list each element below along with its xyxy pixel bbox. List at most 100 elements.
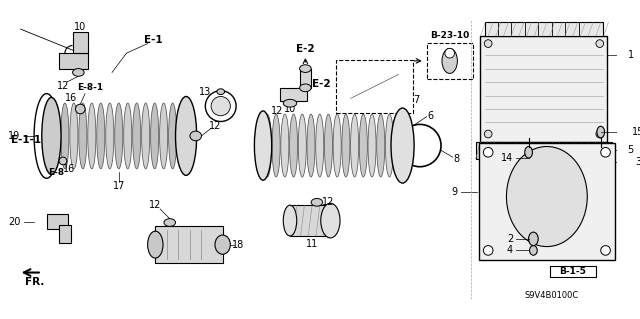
Ellipse shape [72, 69, 84, 76]
Ellipse shape [281, 114, 289, 177]
Ellipse shape [324, 114, 332, 177]
Ellipse shape [106, 103, 114, 169]
Ellipse shape [483, 246, 493, 255]
Ellipse shape [377, 114, 385, 177]
Bar [59, 226, 70, 243]
Ellipse shape [300, 65, 311, 72]
Text: B-23-10: B-23-10 [430, 31, 469, 41]
Ellipse shape [484, 40, 492, 48]
Text: 11: 11 [306, 239, 318, 249]
Text: 13: 13 [199, 87, 211, 97]
Ellipse shape [368, 114, 376, 177]
Ellipse shape [205, 91, 236, 122]
Ellipse shape [601, 246, 611, 255]
Bar [72, 32, 88, 53]
Ellipse shape [597, 126, 605, 138]
Text: E-1-1: E-1-1 [11, 135, 41, 145]
Bar [300, 69, 311, 88]
Text: 9: 9 [451, 187, 458, 197]
Text: E-8-1: E-8-1 [77, 83, 103, 92]
Ellipse shape [215, 235, 230, 254]
Ellipse shape [351, 114, 358, 177]
Bar [476, 142, 612, 159]
Text: 17: 17 [113, 181, 125, 191]
Ellipse shape [529, 232, 538, 246]
Text: 2: 2 [507, 234, 513, 244]
Bar [290, 205, 330, 236]
Bar [481, 36, 607, 142]
Ellipse shape [217, 89, 225, 94]
Text: 12: 12 [57, 81, 69, 91]
Bar [479, 143, 615, 260]
Text: 18: 18 [232, 240, 244, 250]
Text: E-8: E-8 [48, 168, 64, 177]
Text: 7: 7 [413, 95, 419, 105]
Ellipse shape [300, 84, 311, 92]
Ellipse shape [506, 146, 588, 247]
Ellipse shape [190, 131, 202, 141]
Ellipse shape [61, 103, 69, 169]
Text: 15: 15 [632, 127, 640, 137]
Ellipse shape [316, 114, 324, 177]
Text: B-1-5: B-1-5 [559, 267, 586, 276]
Ellipse shape [385, 114, 394, 177]
Text: 12: 12 [149, 200, 161, 210]
Ellipse shape [177, 103, 186, 169]
Text: 10: 10 [74, 22, 86, 32]
Ellipse shape [307, 114, 315, 177]
Ellipse shape [298, 114, 307, 177]
Ellipse shape [79, 103, 87, 169]
Ellipse shape [42, 97, 61, 174]
Bar [550, 266, 596, 277]
Ellipse shape [445, 48, 454, 58]
Text: E-1: E-1 [144, 35, 163, 45]
Text: 12: 12 [209, 121, 221, 131]
Ellipse shape [148, 231, 163, 258]
Bar [156, 226, 223, 263]
Ellipse shape [52, 103, 60, 169]
Text: 10: 10 [284, 104, 296, 114]
Text: E-2: E-2 [312, 79, 331, 89]
Text: 14: 14 [501, 153, 513, 163]
Bar [280, 88, 307, 101]
Ellipse shape [391, 108, 414, 183]
Text: 6: 6 [428, 111, 433, 121]
Ellipse shape [255, 111, 272, 180]
Ellipse shape [442, 48, 458, 73]
Ellipse shape [175, 96, 196, 175]
Ellipse shape [88, 103, 96, 169]
Ellipse shape [333, 114, 341, 177]
Text: E-2: E-2 [296, 44, 315, 54]
Ellipse shape [59, 157, 67, 165]
Ellipse shape [596, 130, 604, 138]
Text: 8: 8 [453, 154, 460, 164]
Ellipse shape [76, 104, 85, 114]
Ellipse shape [284, 205, 297, 236]
Text: 16: 16 [63, 164, 75, 174]
Ellipse shape [289, 114, 298, 177]
Text: 12: 12 [323, 197, 335, 207]
Ellipse shape [321, 203, 340, 238]
Ellipse shape [211, 96, 230, 116]
Ellipse shape [264, 114, 271, 177]
Ellipse shape [284, 100, 297, 107]
Bar [336, 60, 413, 113]
Ellipse shape [115, 103, 123, 169]
Ellipse shape [483, 147, 493, 157]
Text: S9V4B0100C: S9V4B0100C [524, 291, 579, 300]
Ellipse shape [359, 114, 367, 177]
Bar [59, 53, 88, 69]
Text: 1: 1 [627, 50, 634, 60]
Ellipse shape [164, 219, 175, 226]
Bar [485, 22, 603, 36]
Ellipse shape [272, 114, 280, 177]
Text: 4: 4 [507, 245, 513, 256]
Bar [427, 43, 473, 79]
Ellipse shape [168, 103, 177, 169]
Ellipse shape [596, 40, 604, 48]
Ellipse shape [529, 246, 537, 255]
Ellipse shape [525, 146, 532, 158]
Text: 12: 12 [271, 106, 284, 116]
Ellipse shape [311, 198, 323, 206]
Text: FR.: FR. [26, 277, 45, 287]
